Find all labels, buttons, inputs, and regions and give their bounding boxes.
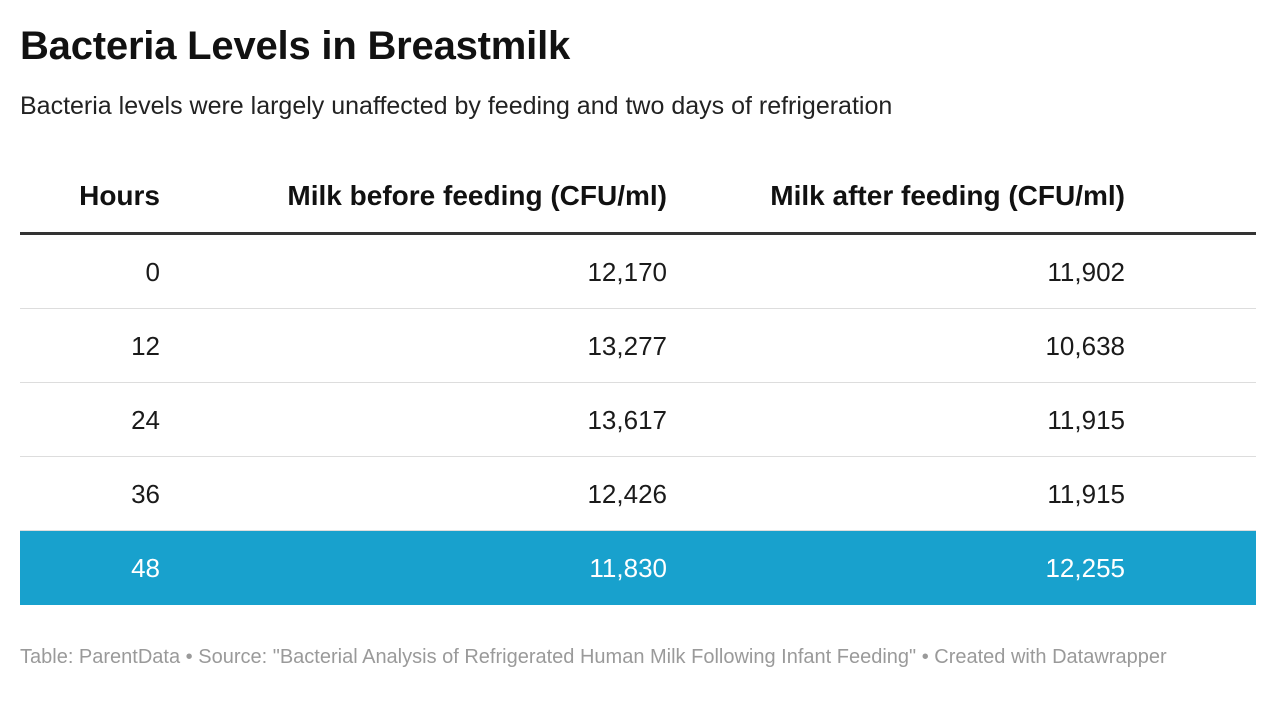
cell-milk-before: 13,617 bbox=[587, 405, 667, 435]
cell-hours: 48 bbox=[131, 553, 160, 583]
footer-source: Source: "Bacterial Analysis of Refrigera… bbox=[198, 646, 917, 668]
cell-milk-after: 12,255 bbox=[1045, 553, 1125, 583]
table-row-highlighted: 48 11,830 12,255 bbox=[20, 531, 1256, 605]
cell-milk-after: 11,902 bbox=[1047, 257, 1125, 287]
cell-milk-before: 11,830 bbox=[589, 553, 667, 583]
table-row: 24 13,617 11,915 bbox=[20, 383, 1256, 457]
cell-milk-after: 10,638 bbox=[1045, 331, 1125, 361]
cell-milk-before: 12,170 bbox=[587, 257, 667, 287]
cell-milk-before: 13,277 bbox=[587, 331, 667, 361]
footer-separator: • bbox=[921, 646, 929, 668]
footer-credit: Table: ParentData bbox=[20, 646, 181, 668]
table-header-row: Hours Milk before feeding (CFU/ml) Milk … bbox=[20, 160, 1256, 235]
table-row: 0 12,170 11,902 bbox=[20, 235, 1256, 309]
table-row: 36 12,426 11,915 bbox=[20, 457, 1256, 531]
header-hours: Hours bbox=[79, 180, 160, 211]
table-row: 12 13,277 10,638 bbox=[20, 309, 1256, 383]
header-milk-before: Milk before feeding (CFU/ml) bbox=[287, 180, 667, 211]
footer-separator: • bbox=[185, 646, 193, 668]
cell-hours: 12 bbox=[131, 331, 160, 361]
footer-created-with: Created with Datawrapper bbox=[934, 646, 1167, 668]
cell-milk-after: 11,915 bbox=[1047, 405, 1125, 435]
chart-subtitle: Bacteria levels were largely unaffected … bbox=[20, 92, 893, 120]
chart-footer: Table: ParentData • Source: "Bacterial A… bbox=[20, 645, 1256, 670]
cell-hours: 24 bbox=[131, 405, 160, 435]
cell-hours: 0 bbox=[145, 257, 160, 287]
cell-milk-before: 12,426 bbox=[587, 479, 667, 509]
cell-hours: 36 bbox=[131, 479, 160, 509]
header-milk-after: Milk after feeding (CFU/ml) bbox=[770, 180, 1125, 211]
data-table: Hours Milk before feeding (CFU/ml) Milk … bbox=[20, 160, 1256, 605]
chart-title: Bacteria Levels in Breastmilk bbox=[20, 24, 571, 68]
cell-milk-after: 11,915 bbox=[1047, 479, 1125, 509]
